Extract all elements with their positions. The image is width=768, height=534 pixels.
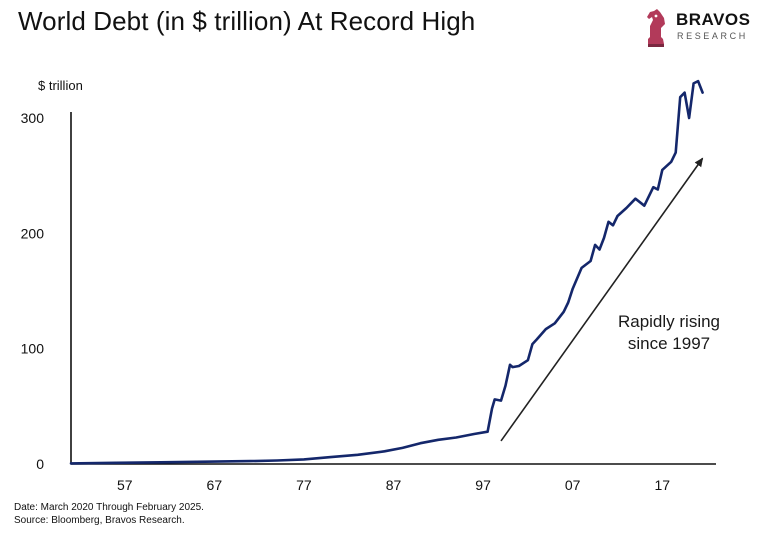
- y-tick-label: 300: [21, 110, 45, 126]
- chart-title: World Debt (in $ trillion) At Record Hig…: [18, 6, 476, 36]
- footer-source-note: Source: Bloomberg, Bravos Research.: [14, 515, 185, 526]
- x-tick-label: 17: [654, 477, 670, 493]
- y-tick-label: 100: [21, 341, 45, 357]
- logo-name: BRAVOS: [676, 10, 751, 29]
- x-tick-label: 07: [565, 477, 581, 493]
- x-tick-label: 67: [207, 477, 223, 493]
- footer-date-note: Date: March 2020 Through February 2025.: [14, 502, 204, 513]
- trend-arrow: [500, 157, 704, 442]
- y-tick-label: 200: [21, 225, 45, 241]
- annotation-line: since 1997: [628, 334, 710, 353]
- line-chart: 0 100 200 300 57 67 77 87 97 07 17 Rapidly rising…: [21, 79, 720, 493]
- y-tick-label: 0: [36, 456, 44, 472]
- logo-subtitle: RESEARCH: [677, 31, 748, 41]
- x-tick-label: 57: [117, 477, 133, 493]
- annotation-line: Rapidly rising: [618, 312, 720, 331]
- x-tick-label: 87: [386, 477, 402, 493]
- world-debt-line: [69, 79, 704, 465]
- annotation-text: Rapidly rising since 1997: [618, 312, 720, 353]
- y-axis-unit-label: $ trillion: [38, 78, 83, 93]
- knight-chess-icon: [647, 9, 665, 47]
- footer-notes: Date: March 2020 Through February 2025. …: [14, 501, 204, 527]
- x-tick-label: 77: [296, 477, 312, 493]
- bravos-logo: BRAVOS RESEARCH: [640, 4, 760, 48]
- x-tick-label: 97: [475, 477, 491, 493]
